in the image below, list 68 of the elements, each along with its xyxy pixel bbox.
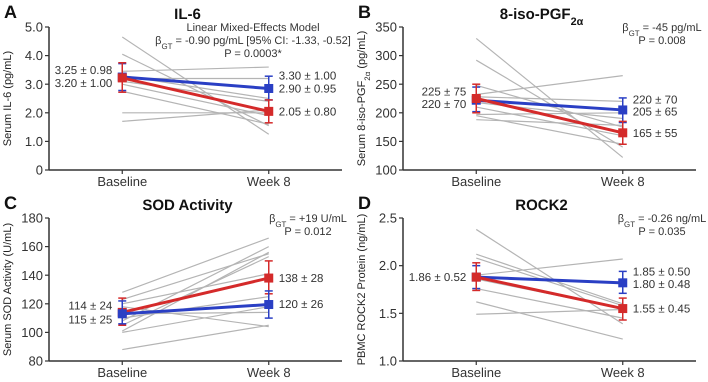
annotation: 138 ± 28 bbox=[278, 273, 324, 286]
y-tick-label: 140 bbox=[21, 268, 43, 283]
y-axis-title: PBMC ROCK2 Protein (ng/mL) bbox=[356, 214, 368, 366]
annotation: 3.25 ± 0.98 bbox=[54, 64, 112, 77]
y-tick-label: 180 bbox=[21, 210, 43, 226]
y-tick-label: 2.5 bbox=[378, 210, 397, 226]
annotation: 1.86 ± 0.52 bbox=[408, 272, 466, 284]
y-axis-title: Serum IL-6 (pg/mL) bbox=[2, 50, 14, 146]
annotation: 2.90 ± 0.95 bbox=[278, 84, 336, 96]
y-tick-label: 160 bbox=[21, 239, 43, 254]
text: A bbox=[4, 2, 17, 22]
y-tick-label: 200 bbox=[375, 105, 397, 120]
annotation: β$_{GT}$ = -0.26 ng/mL bbox=[618, 213, 706, 228]
y-tick-label: 1.0 bbox=[24, 134, 43, 149]
y-tick-label: 150 bbox=[375, 134, 397, 149]
y-tick-label: 100 bbox=[21, 324, 43, 340]
annotation: 225 ± 75 bbox=[422, 86, 466, 99]
x-tick-label: Baseline bbox=[451, 174, 502, 189]
y-tick-label: 80 bbox=[28, 354, 43, 369]
y-tick-label: 120 bbox=[21, 296, 43, 312]
annotation: 165 ± 55 bbox=[632, 128, 678, 140]
chart-title: 8-iso-PGF$_{2α}$ bbox=[500, 6, 584, 28]
text: B bbox=[358, 2, 371, 22]
annotation: P = 0.035 bbox=[638, 226, 686, 238]
y-tick-label: 350 bbox=[375, 20, 397, 35]
annotation: 3.30 ± 1.00 bbox=[278, 70, 336, 83]
x-tick-label: Baseline bbox=[451, 365, 502, 380]
annotation: 120 ± 26 bbox=[278, 298, 324, 311]
y-tick-label: 250 bbox=[375, 76, 397, 92]
annotation: P = 0.0003* bbox=[224, 48, 283, 60]
annotation: 1.85 ± 0.50 bbox=[632, 266, 690, 278]
annotation: 1.80 ± 0.48 bbox=[632, 278, 690, 291]
chart-title: ROCK2 bbox=[515, 197, 568, 214]
y-tick-label: 100 bbox=[375, 162, 397, 178]
x-tick-label: Week 8 bbox=[246, 174, 291, 189]
text: D bbox=[358, 193, 371, 213]
x-tick-label: Week 8 bbox=[600, 365, 645, 380]
annotation: 1.55 ± 0.45 bbox=[632, 304, 690, 316]
y-tick-label: 3.0 bbox=[24, 76, 43, 92]
annotation: P = 0.008 bbox=[638, 35, 686, 47]
y-axis-title: Serum SOD Activity (U/mL) bbox=[2, 222, 14, 356]
y-tick-label: 4.0 bbox=[24, 48, 43, 64]
annotation: 205 ± 65 bbox=[632, 106, 678, 119]
annotation: 115 ± 25 bbox=[68, 314, 112, 327]
y-tick-label: 1.0 bbox=[378, 354, 397, 369]
y-tick-label: 2.0 bbox=[24, 105, 43, 120]
y-tick-label: 0 bbox=[36, 162, 43, 178]
annotation: Linear Mixed-Effects Model bbox=[186, 22, 320, 34]
x-tick-label: Week 8 bbox=[246, 365, 291, 380]
annotation: 2.05 ± 0.80 bbox=[278, 106, 336, 118]
text: C bbox=[4, 193, 17, 213]
y-tick-label: 300 bbox=[375, 48, 397, 64]
y-tick-label: 1.5 bbox=[378, 306, 397, 321]
x-tick-label: Week 8 bbox=[600, 174, 645, 189]
annotation: 220 ± 70 bbox=[632, 94, 678, 107]
annotation: 220 ± 70 bbox=[422, 99, 466, 112]
x-tick-label: Baseline bbox=[97, 365, 148, 380]
annotation: 3.20 ± 1.00 bbox=[54, 78, 112, 90]
annotation: β$_{GT}$ = -0.90 pg/mL [95% CI: -1.33, -0.52] bbox=[155, 35, 351, 50]
chart-title: IL-6 bbox=[174, 6, 201, 23]
x-tick-label: Baseline bbox=[97, 174, 148, 189]
annotation: 114 ± 24 bbox=[68, 300, 113, 312]
y-tick-label: 2.0 bbox=[378, 258, 397, 274]
annotation: P = 0.012 bbox=[284, 226, 332, 238]
y-tick-label: 5.0 bbox=[24, 20, 43, 35]
annotation: β$_{GT}$ = -45 pg/mL bbox=[622, 22, 702, 38]
annotation: β$_{GT}$ = +19 U/mL bbox=[269, 213, 347, 228]
chart-title: SOD Activity bbox=[142, 197, 234, 214]
